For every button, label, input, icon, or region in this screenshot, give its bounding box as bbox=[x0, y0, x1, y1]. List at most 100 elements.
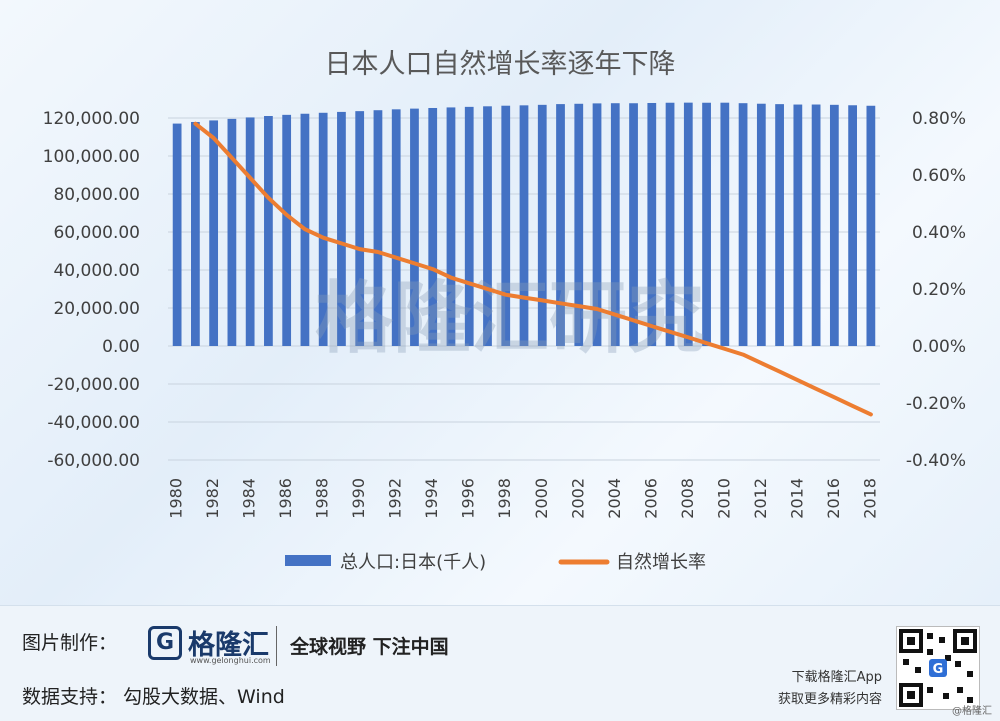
bar-2005 bbox=[629, 103, 638, 346]
bar-2003 bbox=[592, 103, 602, 346]
left-axis-tick-label: -40,000.00 bbox=[47, 413, 140, 433]
chart-title: 日本人口自然增长率逐年下降 bbox=[325, 49, 676, 80]
bar-1986 bbox=[282, 114, 292, 346]
right-axis-tick-label: 0.60% bbox=[912, 166, 966, 186]
left-axis-tick-label: -20,000.00 bbox=[47, 375, 140, 395]
bar-2011 bbox=[738, 103, 748, 346]
bar-1989 bbox=[337, 111, 346, 347]
left-axis-tick-label: 80,000.00 bbox=[53, 185, 140, 205]
bar-1996 bbox=[464, 106, 474, 347]
bar-1992 bbox=[391, 109, 401, 347]
bar-1984 bbox=[245, 117, 255, 346]
chart-area: 日本人口自然增长率逐年下降 格隆汇研究 -60,000.00 -40,000.00… bbox=[0, 0, 1000, 605]
x-axis-tick-label: 1998 bbox=[495, 478, 514, 519]
bar-2007 bbox=[665, 102, 675, 346]
left-axis-tick-label: -60,000.00 bbox=[47, 451, 140, 471]
x-axis-tick-label: 2006 bbox=[641, 478, 660, 519]
left-axis-tick-label: 60,000.00 bbox=[53, 223, 140, 243]
bar-2014 bbox=[793, 104, 803, 346]
x-axis-tick-label: 2018 bbox=[860, 478, 879, 519]
left-axis-tick-label: 40,000.00 bbox=[53, 261, 140, 281]
more-content-text: 获取更多精彩内容 bbox=[777, 692, 882, 707]
bar-1991 bbox=[373, 110, 383, 346]
x-axis-tick-label: 1980 bbox=[167, 478, 186, 519]
x-axis-tick-label: 2014 bbox=[787, 478, 806, 519]
x-axis: 1980 1982 1984 1986 1988 1990 1992 1994 1996 1998… bbox=[167, 478, 880, 519]
bar-2016 bbox=[829, 104, 839, 346]
left-axis: -60,000.00 -40,000.00 -20,000.00 0.00 20,000… bbox=[43, 109, 140, 471]
right-axis: -0.40% -0.20% 0.00% 0.20% 0.40% 0.60% 0.80% bbox=[906, 109, 966, 471]
bar-1983 bbox=[227, 118, 237, 347]
legend-label-growth: 自然增长率 bbox=[616, 552, 706, 573]
bar-1985 bbox=[264, 116, 273, 346]
x-axis-tick-label: 2010 bbox=[714, 478, 733, 519]
bar-2008 bbox=[683, 102, 693, 346]
download-app-text: 下载格隆汇App bbox=[791, 670, 882, 685]
x-axis-tick-label: 2004 bbox=[605, 478, 624, 519]
watermark-text: 格隆汇研究 bbox=[315, 274, 705, 364]
bar-1994 bbox=[428, 107, 438, 347]
bar-1998 bbox=[501, 105, 511, 346]
bar-2015 bbox=[811, 104, 821, 346]
x-axis-tick-label: 1984 bbox=[240, 478, 259, 519]
bar-1997 bbox=[483, 106, 492, 346]
right-axis-tick-label: 0.20% bbox=[912, 280, 966, 300]
left-axis-tick-label: 20,000.00 bbox=[53, 299, 140, 319]
credit-label: 图片制作： bbox=[22, 632, 118, 654]
legend-swatch-population bbox=[285, 555, 331, 566]
left-axis-tick-label: 100,000.00 bbox=[43, 147, 140, 167]
svg-text:G: G bbox=[933, 662, 944, 677]
slogan: 全球视野 下注中国 bbox=[290, 636, 449, 658]
footer: 图片制作： G 格隆汇 www.gelonghui.com 全球视野 下注中国 … bbox=[0, 605, 1000, 721]
x-axis-tick-label: 1990 bbox=[349, 478, 368, 519]
right-axis-tick-label: -0.40% bbox=[906, 451, 966, 471]
right-axis-tick-label: 0.00% bbox=[912, 337, 966, 357]
x-axis-tick-label: 1994 bbox=[422, 478, 441, 519]
bar-2017 bbox=[848, 105, 857, 346]
bar-2010 bbox=[720, 102, 730, 346]
x-axis-tick-label: 1982 bbox=[203, 478, 222, 519]
x-axis-tick-label: 2016 bbox=[824, 478, 843, 519]
bar-2002 bbox=[574, 103, 584, 346]
bar-2004 bbox=[610, 103, 620, 346]
bar-2001 bbox=[556, 104, 565, 346]
bar-1990 bbox=[355, 111, 365, 346]
x-axis-tick-label: 2012 bbox=[751, 478, 770, 519]
x-axis-tick-label: 1996 bbox=[459, 478, 478, 519]
logo-url: www.gelonghui.com bbox=[190, 656, 271, 665]
bar-1981 bbox=[191, 121, 200, 346]
x-axis-tick-label: 1988 bbox=[313, 478, 332, 519]
bar-2018 bbox=[866, 105, 876, 346]
legend-label-population: 总人口:日本(千人) bbox=[340, 552, 486, 573]
left-axis-tick-label: 0.00 bbox=[102, 337, 140, 357]
bar-2012 bbox=[756, 103, 766, 346]
x-axis-tick-label: 2002 bbox=[568, 478, 587, 519]
bar-1988 bbox=[318, 112, 328, 346]
right-axis-tick-label: 0.80% bbox=[912, 109, 966, 129]
population-chart: 日本人口自然增长率逐年下降 格隆汇研究 -60,000.00 -40,000.00… bbox=[43, 49, 966, 573]
right-axis-tick-label: 0.40% bbox=[912, 223, 966, 243]
logo-divider bbox=[276, 626, 277, 666]
qr-code-icon[interactable]: G bbox=[896, 626, 980, 710]
x-axis-tick-label: 1986 bbox=[276, 478, 295, 519]
growth-rate-line bbox=[193, 121, 873, 417]
bar-1999 bbox=[519, 105, 529, 346]
bar-1995 bbox=[446, 107, 456, 347]
bar-2013 bbox=[775, 104, 784, 347]
data-source-label: 数据支持： 勾股大数据、Wind bbox=[22, 686, 285, 708]
bar-1982 bbox=[209, 120, 219, 346]
line-series bbox=[193, 121, 873, 417]
bar-2006 bbox=[647, 102, 657, 346]
x-axis-tick-label: 2000 bbox=[532, 478, 551, 519]
bar-2000 bbox=[537, 104, 547, 346]
right-axis-tick-label: -0.20% bbox=[906, 394, 966, 414]
bar-1980 bbox=[172, 123, 182, 346]
copyright-text: @格隆汇 bbox=[952, 706, 992, 717]
bar-2009 bbox=[702, 102, 711, 346]
x-axis-tick-label: 2008 bbox=[678, 478, 697, 519]
gelonghui-logo-icon: G bbox=[148, 626, 182, 660]
x-axis-tick-label: 1992 bbox=[386, 478, 405, 519]
legend: 总人口:日本(千人) 自然增长率 bbox=[285, 552, 706, 573]
bar-1993 bbox=[410, 108, 419, 346]
logo-name: 格隆汇 bbox=[188, 630, 269, 661]
